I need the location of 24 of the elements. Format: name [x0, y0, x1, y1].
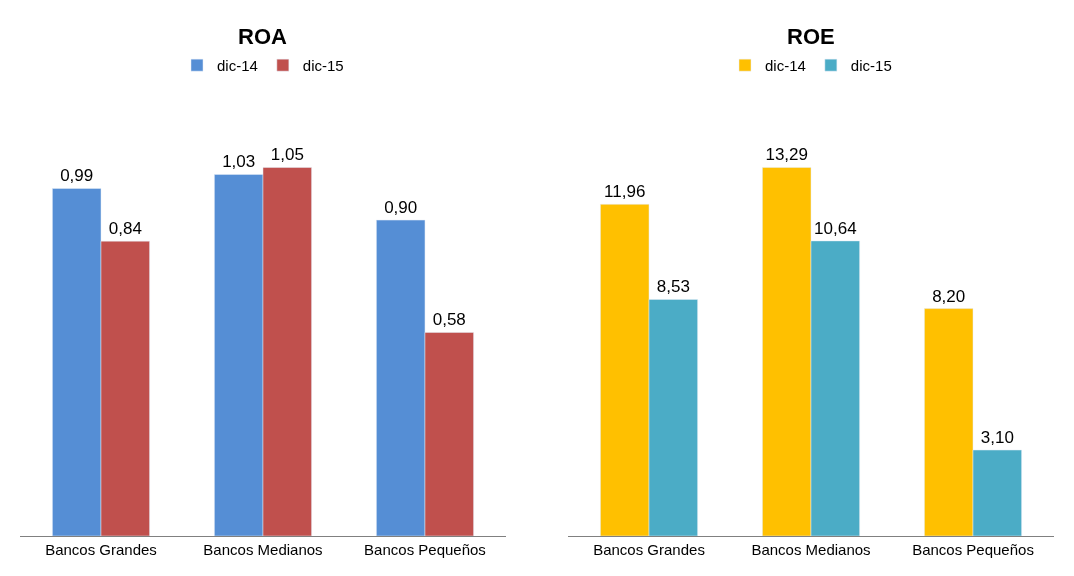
- data-label: 0,58: [432, 310, 466, 330]
- data-label: 11,96: [604, 182, 646, 202]
- data-label: 0,90: [384, 198, 418, 218]
- legend-label: dic-14: [216, 57, 258, 75]
- x-tick-label: Bancos Grandes: [593, 541, 705, 558]
- chart-title: ROE: [787, 24, 835, 49]
- data-label: 0,84: [108, 219, 142, 239]
- data-label: 3,10: [980, 428, 1014, 448]
- data-label: 1,03: [222, 152, 256, 172]
- data-label: 10,64: [814, 218, 857, 238]
- x-tick-label: Bancos Pequeños: [912, 541, 1034, 558]
- x-tick-label: Bancos Grandes: [45, 541, 157, 558]
- x-tick-label: Bancos Medianos: [203, 541, 323, 558]
- x-tick-label: Bancos Pequeños: [364, 541, 486, 558]
- data-label: 8,53: [656, 277, 690, 297]
- legend-label: dic-14: [765, 57, 806, 75]
- data-label: 0,99: [60, 166, 94, 186]
- data-label: 1,05: [270, 145, 304, 165]
- x-tick-label: Bancos Medianos: [751, 541, 871, 558]
- data-label: 8,20: [932, 286, 966, 306]
- data-label: 13,29: [765, 145, 808, 165]
- legend-label: dic-15: [302, 57, 344, 75]
- chart-title: ROA: [238, 24, 287, 49]
- legend-label: dic-15: [850, 57, 892, 75]
